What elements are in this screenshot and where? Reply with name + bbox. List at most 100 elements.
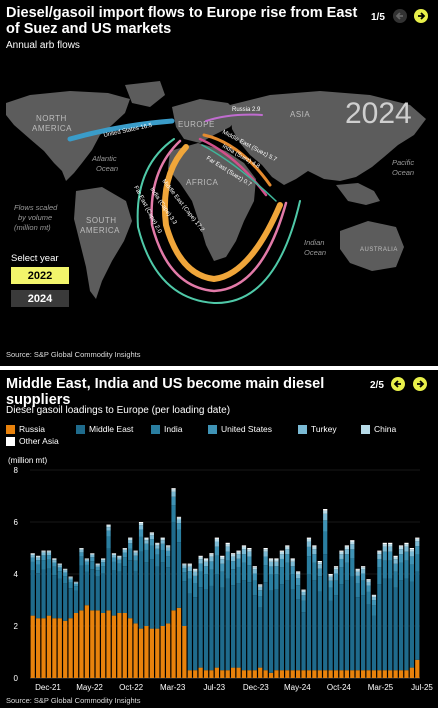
- flows-note-3: (million mt): [14, 223, 51, 232]
- bar-india: [52, 566, 57, 576]
- bar-turkey: [155, 545, 160, 549]
- flow-india-cape: [150, 139, 288, 293]
- prev-arrow-icon[interactable]: [393, 9, 407, 23]
- bar-turkey: [187, 566, 192, 572]
- bar-china: [144, 538, 149, 541]
- bar-middle-east: [393, 587, 398, 671]
- bar-russia: [366, 670, 371, 678]
- bar-turkey: [68, 577, 73, 580]
- bar-india: [312, 562, 317, 581]
- bar-china: [225, 544, 230, 547]
- bar-russia: [361, 670, 366, 678]
- bar-china: [361, 567, 366, 570]
- bar-united-states: [388, 551, 393, 561]
- bar-other-asia: [355, 568, 360, 570]
- bar-turkey: [203, 561, 209, 567]
- bar-other-asia: [155, 542, 160, 544]
- bar-india: [398, 562, 404, 581]
- bar-turkey: [268, 561, 274, 567]
- bar-other-asia: [106, 524, 111, 526]
- bar-russia: [290, 670, 295, 678]
- bar-russia: [133, 623, 138, 678]
- bar-united-states: [95, 566, 100, 571]
- bar-turkey: [366, 581, 371, 586]
- y-tick-label: 8: [14, 466, 19, 475]
- bar-middle-east: [404, 578, 409, 671]
- year-button-2022[interactable]: 2022: [11, 267, 69, 284]
- prev-arrow-icon-2[interactable]: [391, 377, 405, 391]
- bar-turkey: [285, 549, 290, 555]
- bar-india: [393, 571, 398, 588]
- bar-turkey: [301, 592, 306, 596]
- bar-other-asia: [317, 561, 322, 563]
- bar-russia: [279, 670, 284, 678]
- bar-turkey: [166, 547, 171, 551]
- year-button-2024[interactable]: 2024: [11, 290, 69, 307]
- bar-united-states: [279, 558, 284, 568]
- bar-india: [209, 569, 214, 586]
- bar-turkey: [95, 565, 100, 567]
- bar-other-asia: [328, 574, 333, 575]
- bar-other-asia: [301, 589, 306, 591]
- bar-middle-east: [187, 593, 192, 671]
- bar-middle-east: [268, 590, 274, 673]
- bar-turkey: [328, 576, 333, 581]
- bar-middle-east: [328, 600, 333, 671]
- bar-united-states: [182, 567, 187, 573]
- bar-middle-east: [371, 615, 377, 671]
- bar-russia: [138, 628, 144, 678]
- bar-middle-east: [155, 566, 160, 629]
- bar-united-states: [247, 556, 252, 566]
- bar-middle-east: [198, 587, 203, 668]
- bar-india: [90, 561, 95, 570]
- y-axis-label: (million mt): [8, 456, 47, 465]
- next-arrow-icon-2[interactable]: [413, 377, 427, 391]
- bar-india: [225, 560, 230, 579]
- bar-india: [111, 561, 117, 571]
- bar-india: [149, 545, 154, 560]
- x-tick-label: Oct-22: [119, 683, 144, 692]
- label-south-america-2: AMERICA: [80, 226, 120, 235]
- bar-india: [95, 570, 100, 577]
- bar-russia: [247, 670, 252, 678]
- bar-russia: [106, 610, 111, 678]
- x-tick-label: Mar-23: [160, 683, 186, 692]
- bar-middle-east: [225, 578, 230, 671]
- bar-russia: [328, 670, 333, 678]
- bar-turkey: [361, 569, 366, 574]
- label-atlantic-1: Atlantic: [91, 154, 117, 163]
- bar-india: [198, 571, 203, 588]
- bar-middle-east: [333, 595, 339, 671]
- bar-middle-east: [57, 578, 62, 619]
- bar-united-states: [371, 600, 377, 606]
- bar-russia: [41, 618, 46, 678]
- pager-1: 1/5: [371, 12, 385, 23]
- y-tick-label: 0: [14, 674, 19, 683]
- bar-united-states: [193, 575, 198, 583]
- bar-russia: [149, 628, 154, 678]
- bar-china: [344, 546, 349, 550]
- bar-china: [355, 569, 360, 572]
- bar-china: [328, 574, 333, 577]
- bar-other-asia: [90, 553, 95, 554]
- bar-middle-east: [52, 575, 57, 619]
- bar-turkey: [182, 565, 187, 568]
- bar-russia: [182, 626, 187, 678]
- x-tick-label: Dec-23: [243, 683, 269, 692]
- bar-other-asia: [263, 548, 268, 550]
- next-arrow-icon[interactable]: [414, 9, 428, 23]
- bar-india: [409, 564, 414, 582]
- bar-middle-east: [350, 576, 355, 671]
- bar-turkey: [317, 564, 322, 569]
- bar-india: [317, 576, 322, 592]
- bar-middle-east: [220, 587, 225, 671]
- bar-turkey: [84, 559, 89, 562]
- bar-turkey: [296, 574, 301, 579]
- flow-middle-east-cape: [161, 144, 283, 283]
- bar-china: [155, 543, 160, 546]
- bar-united-states: [312, 554, 317, 563]
- bar-middle-east: [176, 542, 182, 608]
- bar-india: [236, 566, 241, 584]
- bar-turkey: [404, 546, 409, 552]
- bar-turkey: [79, 549, 84, 553]
